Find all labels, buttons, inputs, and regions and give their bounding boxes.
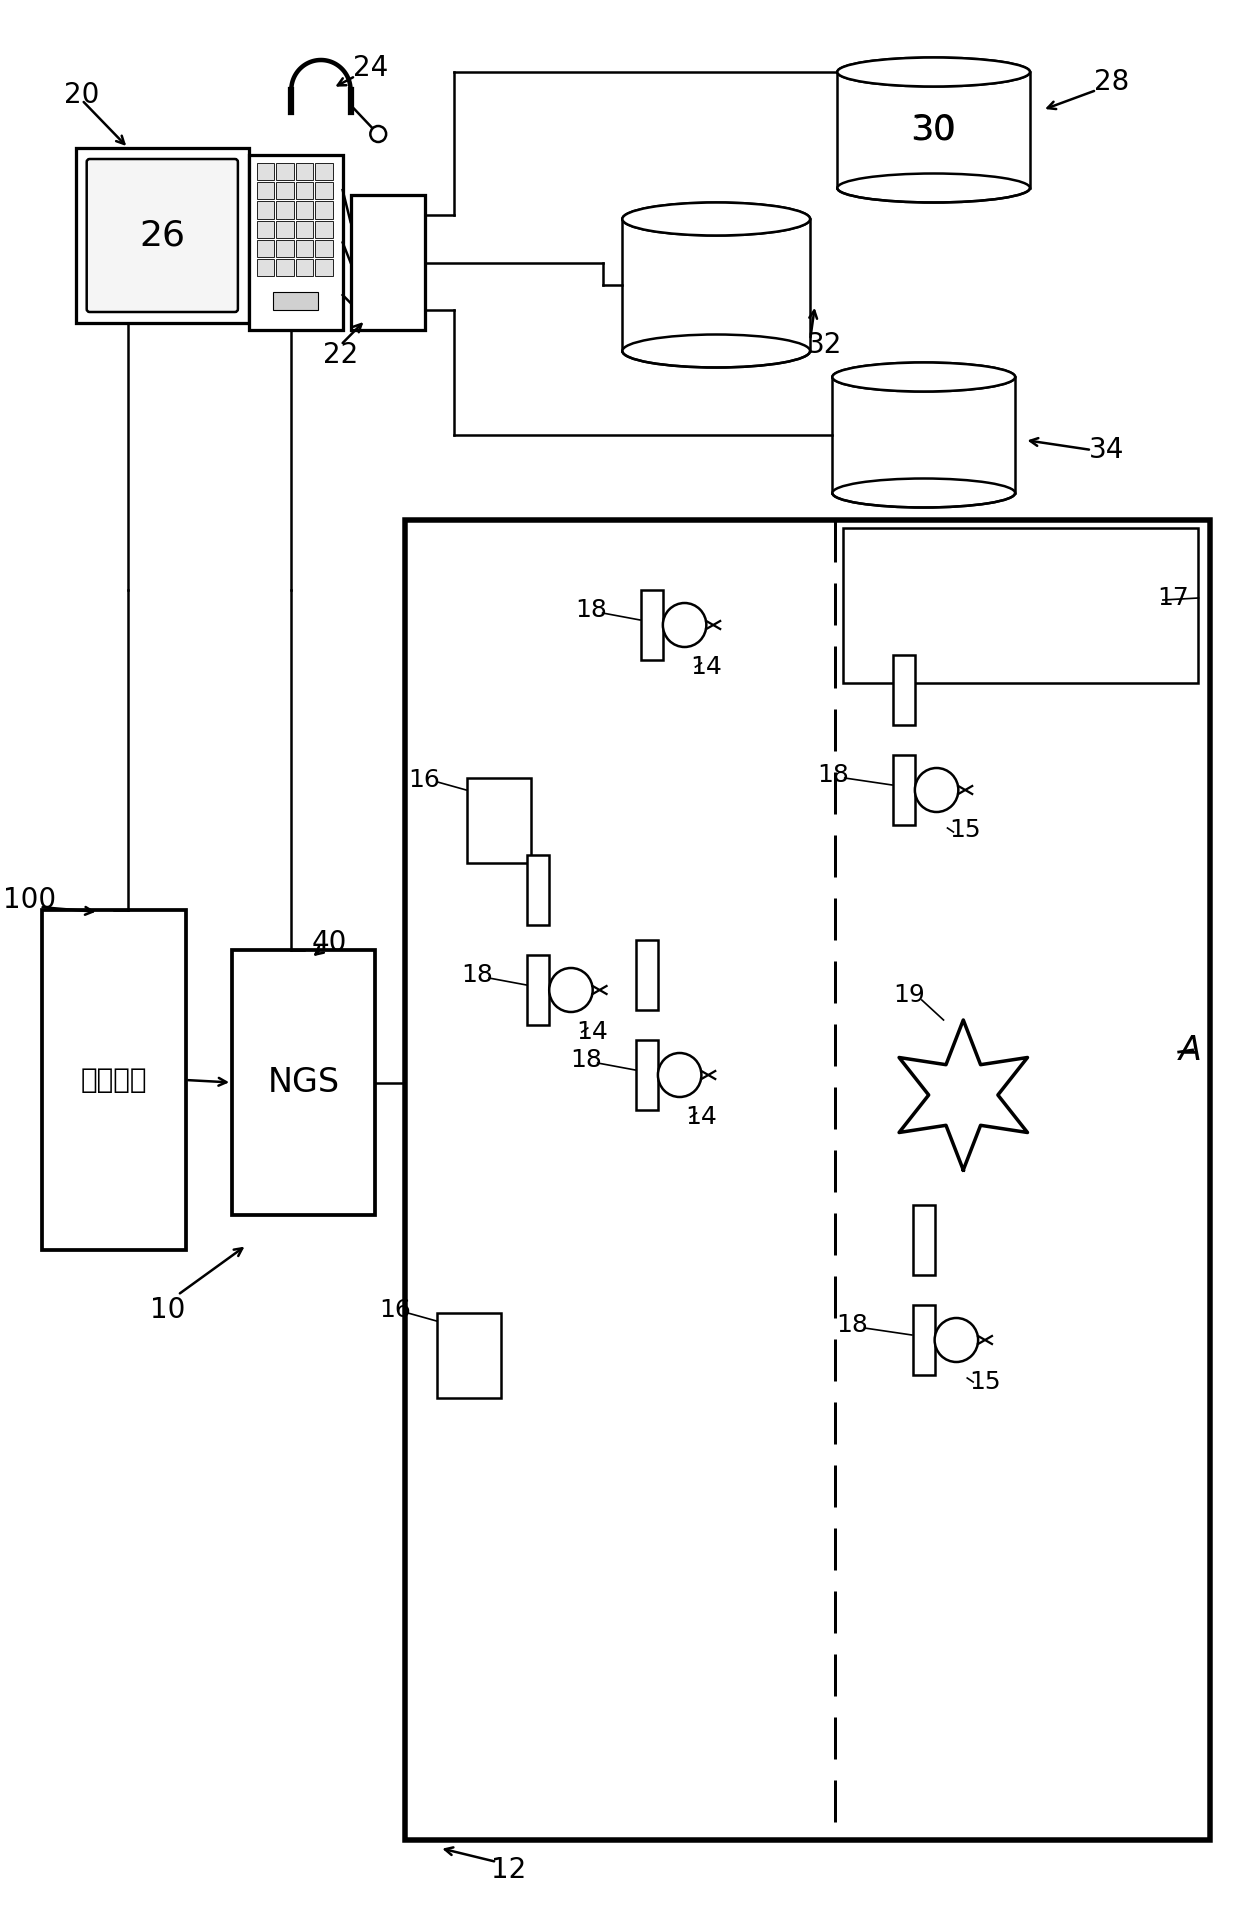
Bar [257,239,274,256]
Bar [315,201,332,218]
Bar [257,220,274,237]
Text: 100: 100 [4,887,57,914]
Ellipse shape [663,603,707,648]
Ellipse shape [935,1319,978,1361]
Text: 18: 18 [817,763,848,787]
Ellipse shape [658,1053,702,1097]
Bar [295,183,314,199]
Text: A: A [1179,1033,1202,1066]
Bar [295,239,314,256]
Text: 15: 15 [970,1371,1001,1394]
Text: 18: 18 [461,962,494,987]
Bar [295,220,314,237]
Bar [257,258,274,276]
Text: 14: 14 [686,1105,717,1130]
Bar [315,258,332,276]
Text: 18: 18 [570,1049,601,1072]
Bar [277,201,294,218]
Ellipse shape [622,202,810,235]
Ellipse shape [622,202,810,235]
Text: 12: 12 [491,1857,526,1884]
Bar [42,910,186,1249]
Bar [295,201,314,218]
Text: 30: 30 [913,114,955,147]
Bar [232,951,376,1215]
Text: 19: 19 [893,983,925,1006]
Bar [277,239,294,256]
Text: 跟踪方法: 跟踪方法 [81,1066,148,1093]
Text: 14: 14 [691,656,722,679]
Bar [641,590,663,659]
Text: 16: 16 [409,767,440,792]
Bar [913,1305,935,1375]
Bar [76,148,249,324]
FancyBboxPatch shape [87,158,238,312]
Text: 15: 15 [950,817,981,843]
Text: 17: 17 [1157,586,1189,609]
Text: 22: 22 [324,341,358,368]
Bar [893,756,915,825]
Text: 24: 24 [352,54,388,83]
Bar [636,941,658,1010]
Bar [351,195,424,330]
Text: 14: 14 [577,1020,609,1043]
Bar [315,220,332,237]
Bar [405,521,1210,1839]
Ellipse shape [837,174,1030,202]
Bar [315,239,332,256]
Text: 20: 20 [64,81,99,110]
Bar [257,183,274,199]
Text: NGS: NGS [268,1066,340,1099]
Text: 28: 28 [1094,67,1130,96]
Bar [527,854,549,925]
Ellipse shape [622,334,810,368]
Text: 10: 10 [150,1296,186,1325]
Text: 30: 30 [910,114,956,147]
Bar [295,258,314,276]
Bar [636,1039,658,1111]
Text: 18: 18 [837,1313,868,1336]
Bar [466,777,531,862]
Bar [277,258,294,276]
Ellipse shape [371,125,386,143]
Ellipse shape [837,58,1030,87]
Text: 32: 32 [807,332,843,359]
Bar [257,201,274,218]
Bar [274,291,317,310]
Bar [277,183,294,199]
Ellipse shape [549,968,593,1012]
Bar [315,183,332,199]
Bar [315,164,332,179]
Text: 26: 26 [139,218,185,253]
Bar [527,954,549,1026]
Text: 16: 16 [379,1298,410,1323]
Bar [913,1205,935,1274]
Ellipse shape [832,362,1016,391]
Bar [436,1313,501,1398]
Bar [277,220,294,237]
Bar [249,154,342,330]
Bar [843,528,1199,683]
Ellipse shape [832,478,1016,507]
Bar [295,164,314,179]
Text: 34: 34 [1089,436,1125,465]
Bar [893,656,915,725]
Ellipse shape [915,767,959,812]
Bar [277,164,294,179]
Text: 40: 40 [311,929,346,956]
Ellipse shape [837,58,1030,87]
Ellipse shape [832,362,1016,391]
Text: 18: 18 [575,598,606,623]
Bar [257,164,274,179]
